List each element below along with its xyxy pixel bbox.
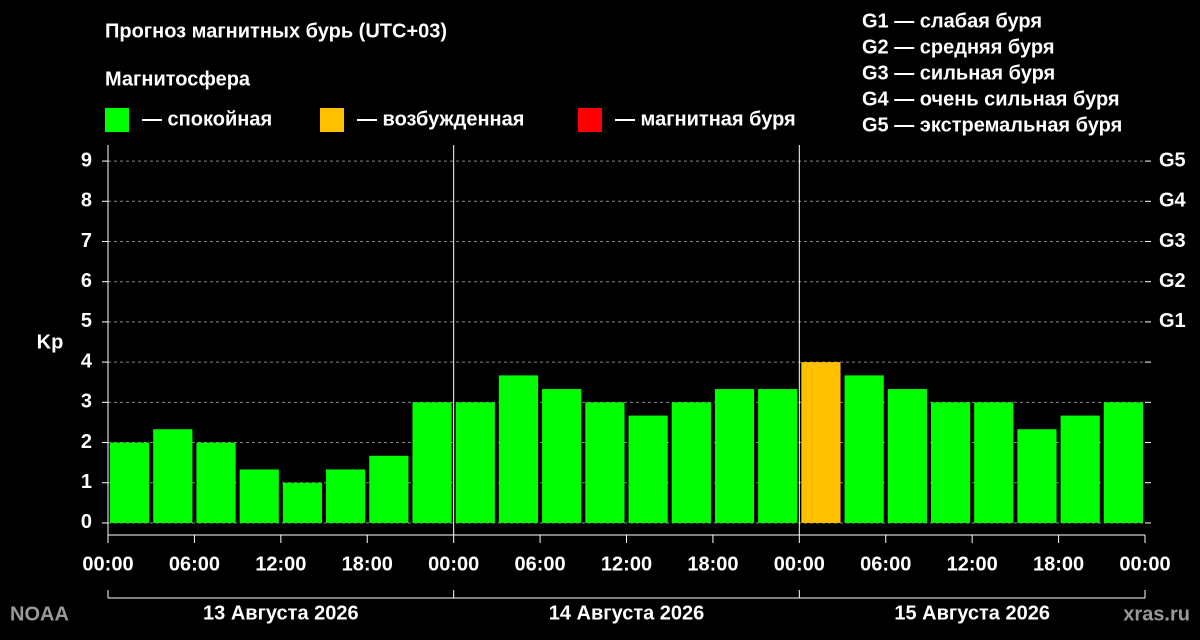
x-tick-label: 00:00 <box>774 553 825 575</box>
bar <box>239 469 279 523</box>
bar <box>844 375 884 523</box>
scale-note: G5 — экстремальная буря <box>862 114 1122 136</box>
scale-note: G4 — очень сильная буря <box>862 88 1120 110</box>
source: NOAA <box>10 603 69 625</box>
x-tick-label: 18:00 <box>342 553 393 575</box>
legend-title: Магнитосфера <box>105 68 251 90</box>
bar <box>412 402 452 523</box>
legend-label: — спокойная <box>142 108 272 130</box>
day-label: 15 Августа 2026 <box>894 602 1050 624</box>
bar <box>369 455 409 523</box>
legend-label: — возбужденная <box>357 108 524 130</box>
bar <box>887 389 927 523</box>
legend-swatch <box>578 108 602 132</box>
bar <box>498 375 539 523</box>
bar <box>282 482 323 523</box>
x-tick-label: 06:00 <box>515 553 566 575</box>
chart-title: Прогноз магнитных бурь (UTC+03) <box>105 20 447 42</box>
y-tick-label: 7 <box>81 230 92 252</box>
day-label: 14 Августа 2026 <box>549 602 705 624</box>
bar <box>1060 415 1100 523</box>
y2-tick-label: G3 <box>1159 230 1186 252</box>
y-tick-label: 0 <box>81 511 92 533</box>
x-tick-label: 06:00 <box>860 553 911 575</box>
bar <box>196 442 236 523</box>
bar <box>326 469 366 523</box>
bar <box>1017 429 1057 523</box>
bar <box>974 402 1014 523</box>
x-tick-label: 12:00 <box>601 553 652 575</box>
y-axis-label: Kp <box>37 331 64 353</box>
y2-tick-label: G5 <box>1159 149 1186 171</box>
bar <box>671 402 711 523</box>
legend-swatch <box>105 108 129 132</box>
scale-note: G2 — средняя буря <box>862 36 1055 58</box>
x-tick-label: 18:00 <box>1033 553 1084 575</box>
bar <box>110 442 150 523</box>
x-tick-label: 12:00 <box>947 553 998 575</box>
site: xras.ru <box>1123 603 1190 625</box>
bar <box>542 389 582 523</box>
y-tick-label: 6 <box>81 270 92 292</box>
bar <box>714 389 755 523</box>
legend-swatch <box>320 108 344 132</box>
y-tick-label: 5 <box>81 310 92 332</box>
x-tick-label: 00:00 <box>1119 553 1170 575</box>
x-tick-label: 06:00 <box>169 553 220 575</box>
day-label: 13 Августа 2026 <box>203 602 359 624</box>
x-tick-label: 12:00 <box>255 553 306 575</box>
scale-note: G1 — слабая буря <box>862 10 1042 32</box>
bar <box>153 429 193 523</box>
legend-label: — магнитная буря <box>615 108 796 130</box>
x-tick-label: 18:00 <box>687 553 738 575</box>
bar <box>455 402 495 523</box>
x-tick-label: 00:00 <box>82 553 133 575</box>
bar <box>1103 402 1143 523</box>
y-tick-label: 9 <box>81 149 92 171</box>
y2-tick-label: G1 <box>1159 310 1186 332</box>
scale-note: G3 — сильная буря <box>862 62 1055 84</box>
y2-tick-label: G4 <box>1159 190 1187 212</box>
x-tick-label: 00:00 <box>428 553 479 575</box>
y-tick-label: 8 <box>81 190 92 212</box>
y-tick-label: 3 <box>81 391 92 413</box>
bar <box>585 402 625 523</box>
y-tick-label: 2 <box>81 431 92 453</box>
bar <box>628 415 668 523</box>
bar <box>930 402 971 523</box>
bar <box>758 389 798 523</box>
y2-tick-label: G2 <box>1159 270 1186 292</box>
y-tick-label: 1 <box>81 471 92 493</box>
y-tick-label: 4 <box>81 350 93 372</box>
bar <box>801 362 841 523</box>
